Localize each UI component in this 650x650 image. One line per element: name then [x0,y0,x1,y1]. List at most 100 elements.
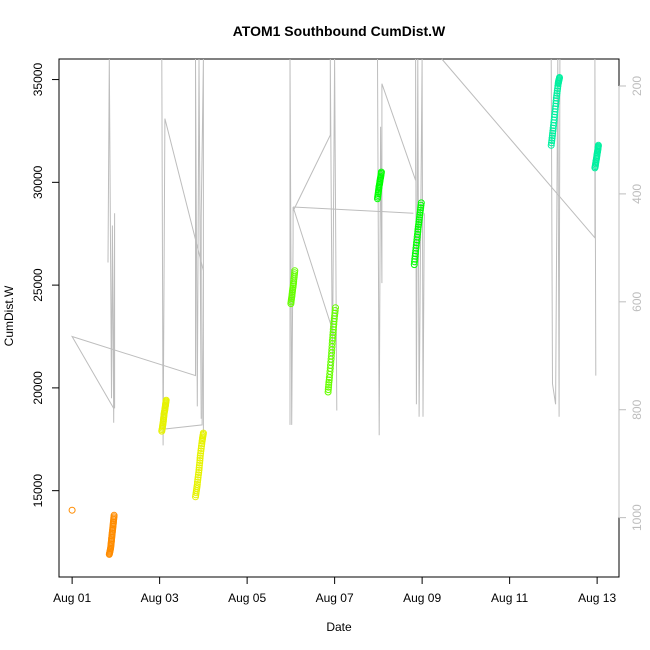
data-point [194,476,202,484]
data-point [414,223,422,231]
data-point [324,386,332,394]
data-point [196,452,204,460]
data-point [194,471,202,479]
right-y-tick-label: 800 [630,399,644,419]
data-points [68,74,602,558]
data-point [415,216,423,224]
data-point [594,141,602,149]
trace-line [550,58,561,417]
data-point [416,206,424,214]
right-y-tick-label: 1000 [630,504,644,531]
data-point [548,132,556,140]
data-point [332,304,339,312]
data-point [553,87,561,95]
data-point [195,461,203,469]
trace-line [292,58,338,411]
data-point [198,440,206,448]
y-tick-label: 35000 [31,63,45,97]
data-point [553,89,561,97]
data-point [324,388,332,396]
data-point [195,464,203,472]
data-point [414,225,422,233]
x-tick-label: Aug 11 [491,591,528,605]
data-point [413,233,421,241]
x-tick-label: Aug 07 [316,591,354,605]
y-tick-label: 30000 [31,165,45,199]
trace-line [107,58,116,423]
data-point [552,94,560,102]
x-axis-label: Date [326,620,352,634]
data-point [549,127,557,135]
data-point [329,326,337,334]
trace-line [161,58,204,446]
data-point [331,307,339,314]
data-point [331,312,339,320]
right-y-tick-label: 600 [630,291,644,311]
data-point [548,134,556,142]
data-point [197,449,205,457]
data-point [414,230,421,238]
data-point [553,92,561,100]
data-point [549,129,557,137]
y-tick-label: 15000 [31,474,45,508]
x-tick-label: Aug 13 [578,591,616,605]
data-point [548,137,556,144]
chart-title: ATOM1 Southbound CumDist.W [233,23,446,39]
data-point [417,201,425,209]
trace-lines [71,58,597,446]
data-point [197,447,205,455]
data-point [194,478,201,486]
data-point [556,74,563,81]
data-point [197,445,205,452]
y-tick-label: 25000 [31,268,45,302]
x-axis: Aug 01 Aug 03 Aug 05 Aug 07 Aug 09 Aug 11 Aug … [53,576,616,605]
right-y-tick-label: 400 [630,184,644,204]
plot-frame [58,58,620,578]
data-point [195,466,203,474]
data-point [196,457,204,464]
trace-line [377,58,425,436]
trace-line [71,58,204,434]
data-point [325,378,333,386]
data-point [193,481,201,488]
trace-line [441,58,597,376]
data-point [162,396,170,404]
data-point [110,511,118,519]
data-point [194,473,202,481]
data-point [416,209,424,216]
data-point [196,459,204,467]
trace-line [293,206,414,214]
y-axis: 15000 20000 25000 30000 35000 [31,63,60,508]
y-axis-label: CumDist.W [2,285,16,346]
data-point [325,381,333,389]
x-tick-label: Aug 09 [403,591,441,605]
data-point [416,213,423,221]
x-tick-label: Aug 03 [141,591,179,605]
data-point [415,218,423,226]
data-point [411,252,419,260]
x-tick-label: Aug 05 [228,591,266,605]
data-point [552,100,560,107]
data-point [547,141,555,149]
right-y-axis: 200 400 600 800 1000 [618,76,644,531]
data-point [550,113,558,121]
data-point [417,204,425,212]
data-point [325,383,332,391]
right-y-tick-label: 200 [630,76,644,96]
data-point [195,469,203,476]
data-point [552,97,560,105]
trace-line [289,58,336,425]
data-point [377,168,385,176]
y-tick-label: 20000 [31,371,45,405]
data-point [415,221,423,228]
data-point [416,211,424,219]
data-point [196,454,204,462]
x-tick-label: Aug 01 [53,591,91,605]
data-point [68,506,76,514]
data-point [199,429,207,437]
data-point [417,199,425,207]
data-point [414,228,422,236]
data-point [548,139,555,147]
data-point [291,267,299,275]
